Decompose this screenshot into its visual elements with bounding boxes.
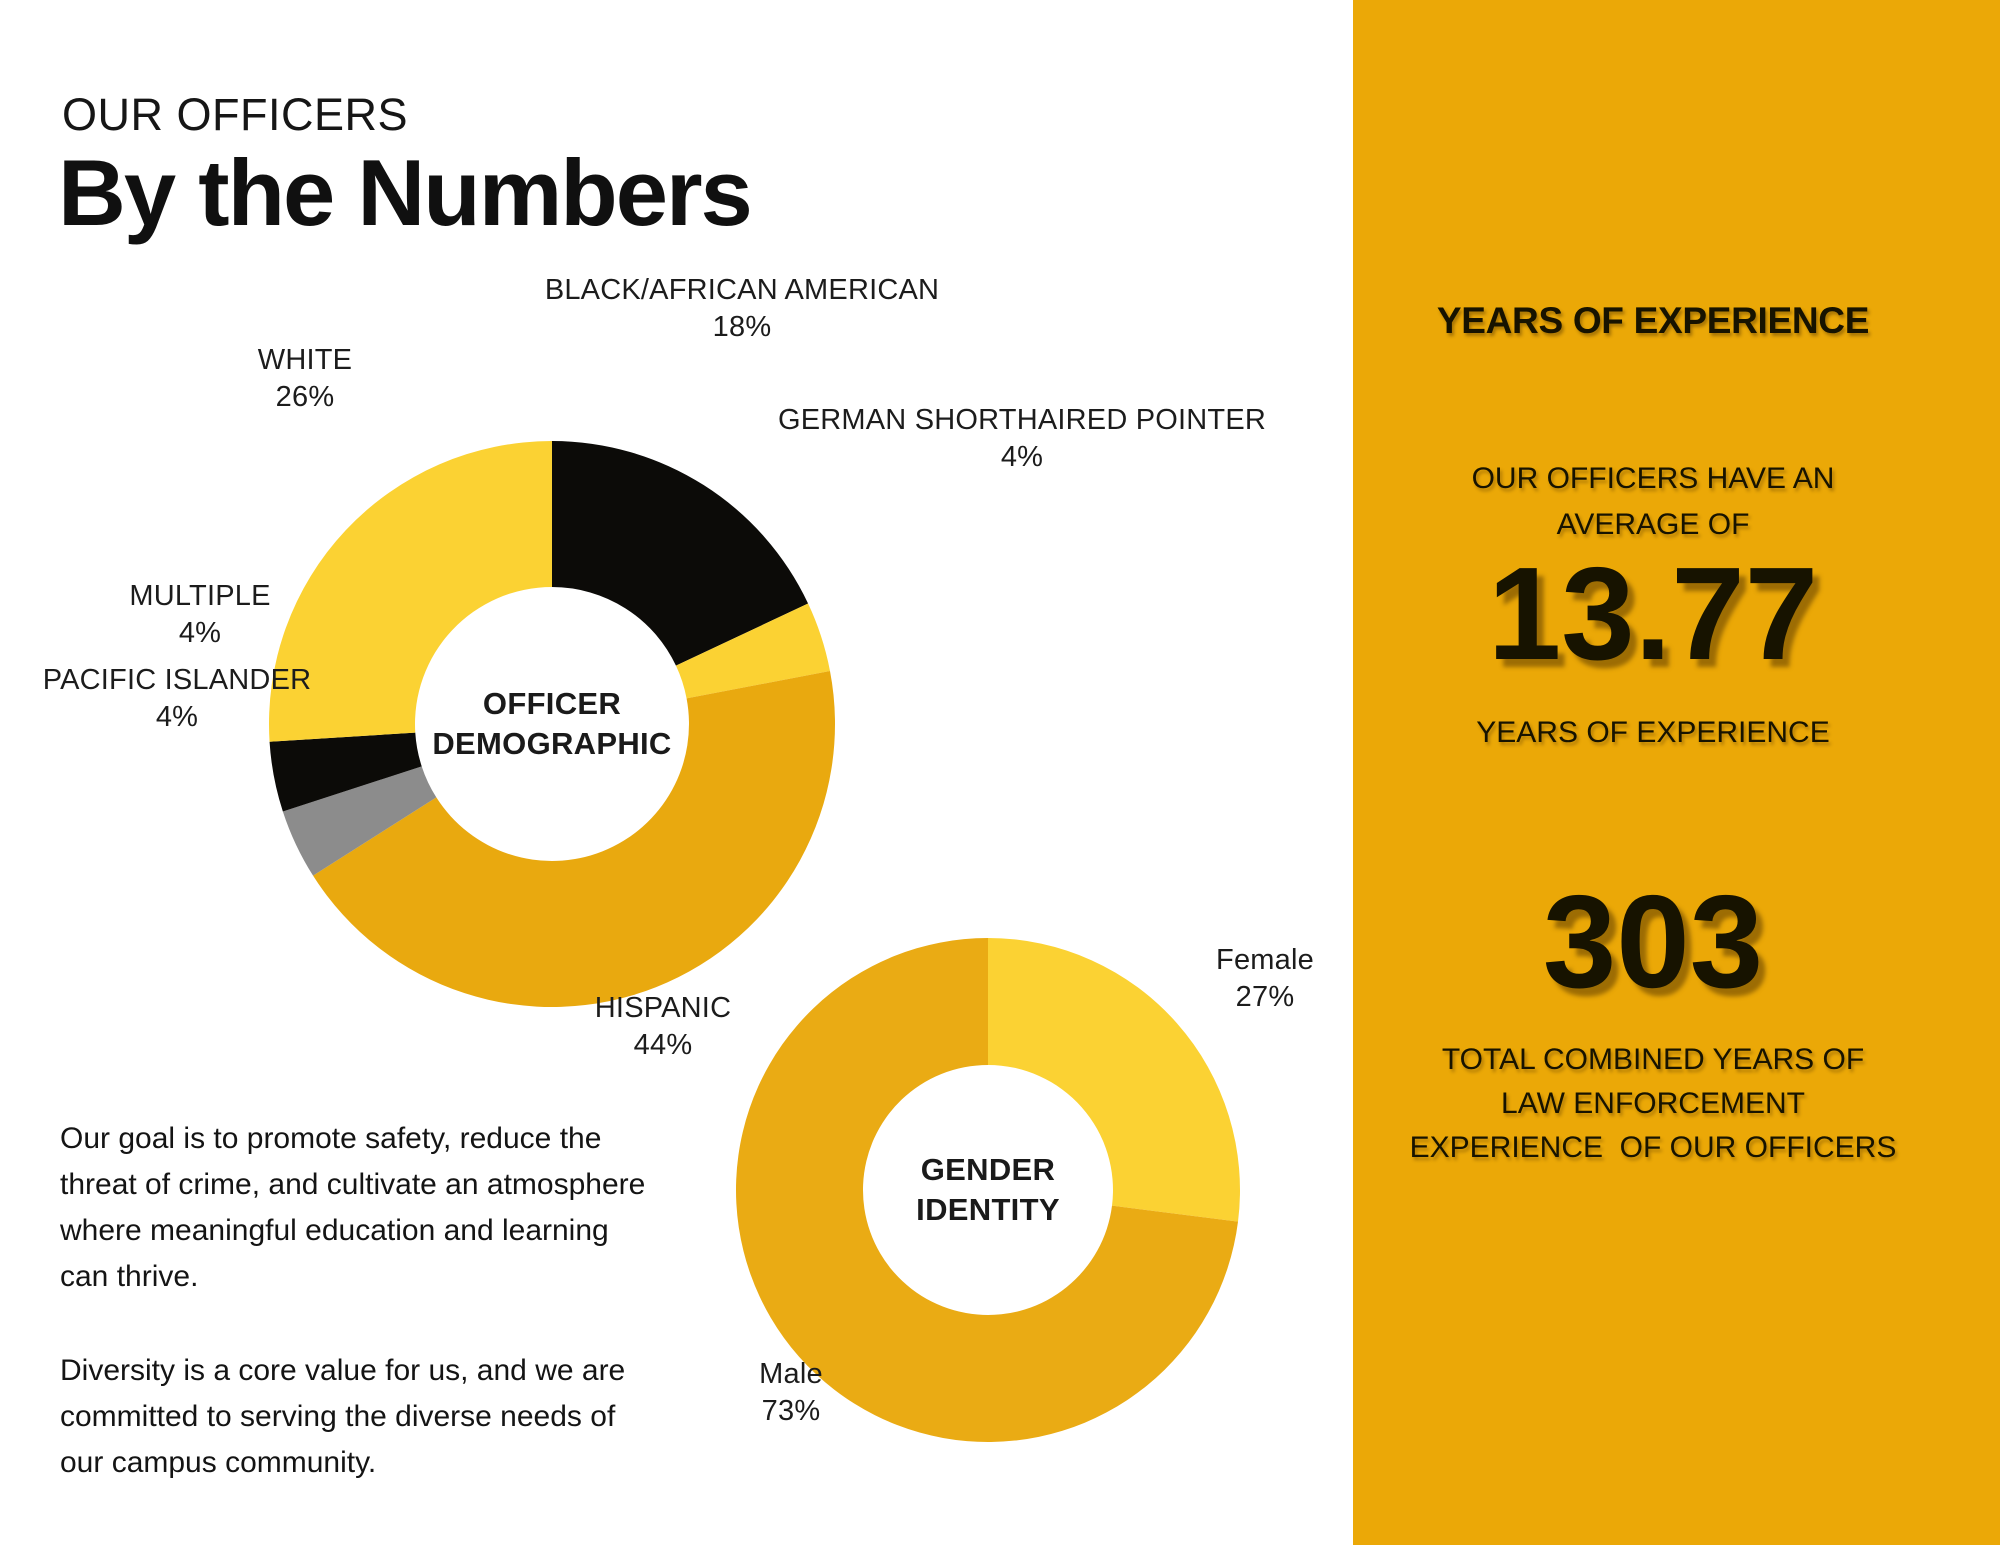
average-intro-text: OUR OFFICERS HAVE AN AVERAGE OF [1471,462,1835,541]
segment-label-pct: 4% [178,617,222,649]
segment-label-pct: 18% [712,311,772,343]
experience-panel: YEARS OF EXPERIENCE OUR OFFICERS HAVE AN… [1353,0,2000,1545]
officer-demographic-center-label: OFFICER DEMOGRAPHIC [432,686,672,761]
segment-label-pct: 27% [1235,981,1295,1013]
segment-label-pct: 4% [155,701,199,733]
kicker: OUR OFFICERS [62,89,409,140]
segment-label-text: PACIFIC ISLANDER [42,664,312,696]
gender-identity-donut [735,938,1240,1442]
experience-panel-title: YEARS OF EXPERIENCE [1436,300,1870,341]
segment-white [269,441,552,742]
segment-label-text: Female [1216,944,1314,976]
segment-label-pct: 4% [1000,441,1044,473]
segment-label-text: MULTIPLE [129,580,271,612]
mission-paragraph: Our goal is to promote safety, reduce th… [60,1122,646,1293]
segment-label-black-african-american: BLACK/AFRICAN AMERICAN 18% [545,272,939,346]
total-years-value: 303 [1542,868,1764,1015]
segment-hispanic [313,670,836,1007]
average-years-caption: YEARS OF EXPERIENCE [1476,716,1830,749]
segment-label-text: GERMAN SHORTHAIRED POINTER [777,404,1267,436]
segment-male [735,938,1239,1442]
segment-label-german-shorthaired-pointer: GERMAN SHORTHAIRED POINTER 4% [778,402,1266,476]
segment-pacific-islander [282,766,437,876]
page-title: By the Numbers [58,140,753,245]
diversity-paragraph: Diversity is a core value for us, and we… [60,1354,626,1479]
segment-multiple [269,732,422,812]
segment-label-hispanic: HISPANIC 44% [595,990,731,1064]
officer-demographic-donut [269,441,836,1007]
segment-label-pct: 26% [275,381,335,413]
segment-label-text: HISPANIC [594,992,732,1024]
gender-identity-center-label: GENDER IDENTITY [916,1152,1060,1227]
segment-label-pct: 44% [633,1029,693,1061]
segment-label-text: BLACK/AFRICAN AMERICAN [544,274,940,306]
segment-label-male: Male 73% [759,1356,823,1430]
average-years-value: 13.77 [1487,540,1819,687]
segment-label-pct: 73% [761,1395,821,1427]
segment-label-text: WHITE [257,344,353,376]
segment-label-multiple: MULTIPLE 4% [129,578,270,652]
segment-label-pacific-islander: PACIFIC ISLANDER 4% [43,662,312,736]
segment-label-text: Male [759,1358,823,1390]
segment-label-female: Female 27% [1216,942,1314,1016]
segment-label-white: WHITE 26% [258,342,352,416]
segment-female [988,938,1240,1222]
total-years-caption: TOTAL COMBINED YEARS OF LAW ENFORCEMENT … [1409,1043,1897,1164]
segment-black-african-american [552,441,809,666]
segment-german-shorthaired-pointer [675,603,830,699]
